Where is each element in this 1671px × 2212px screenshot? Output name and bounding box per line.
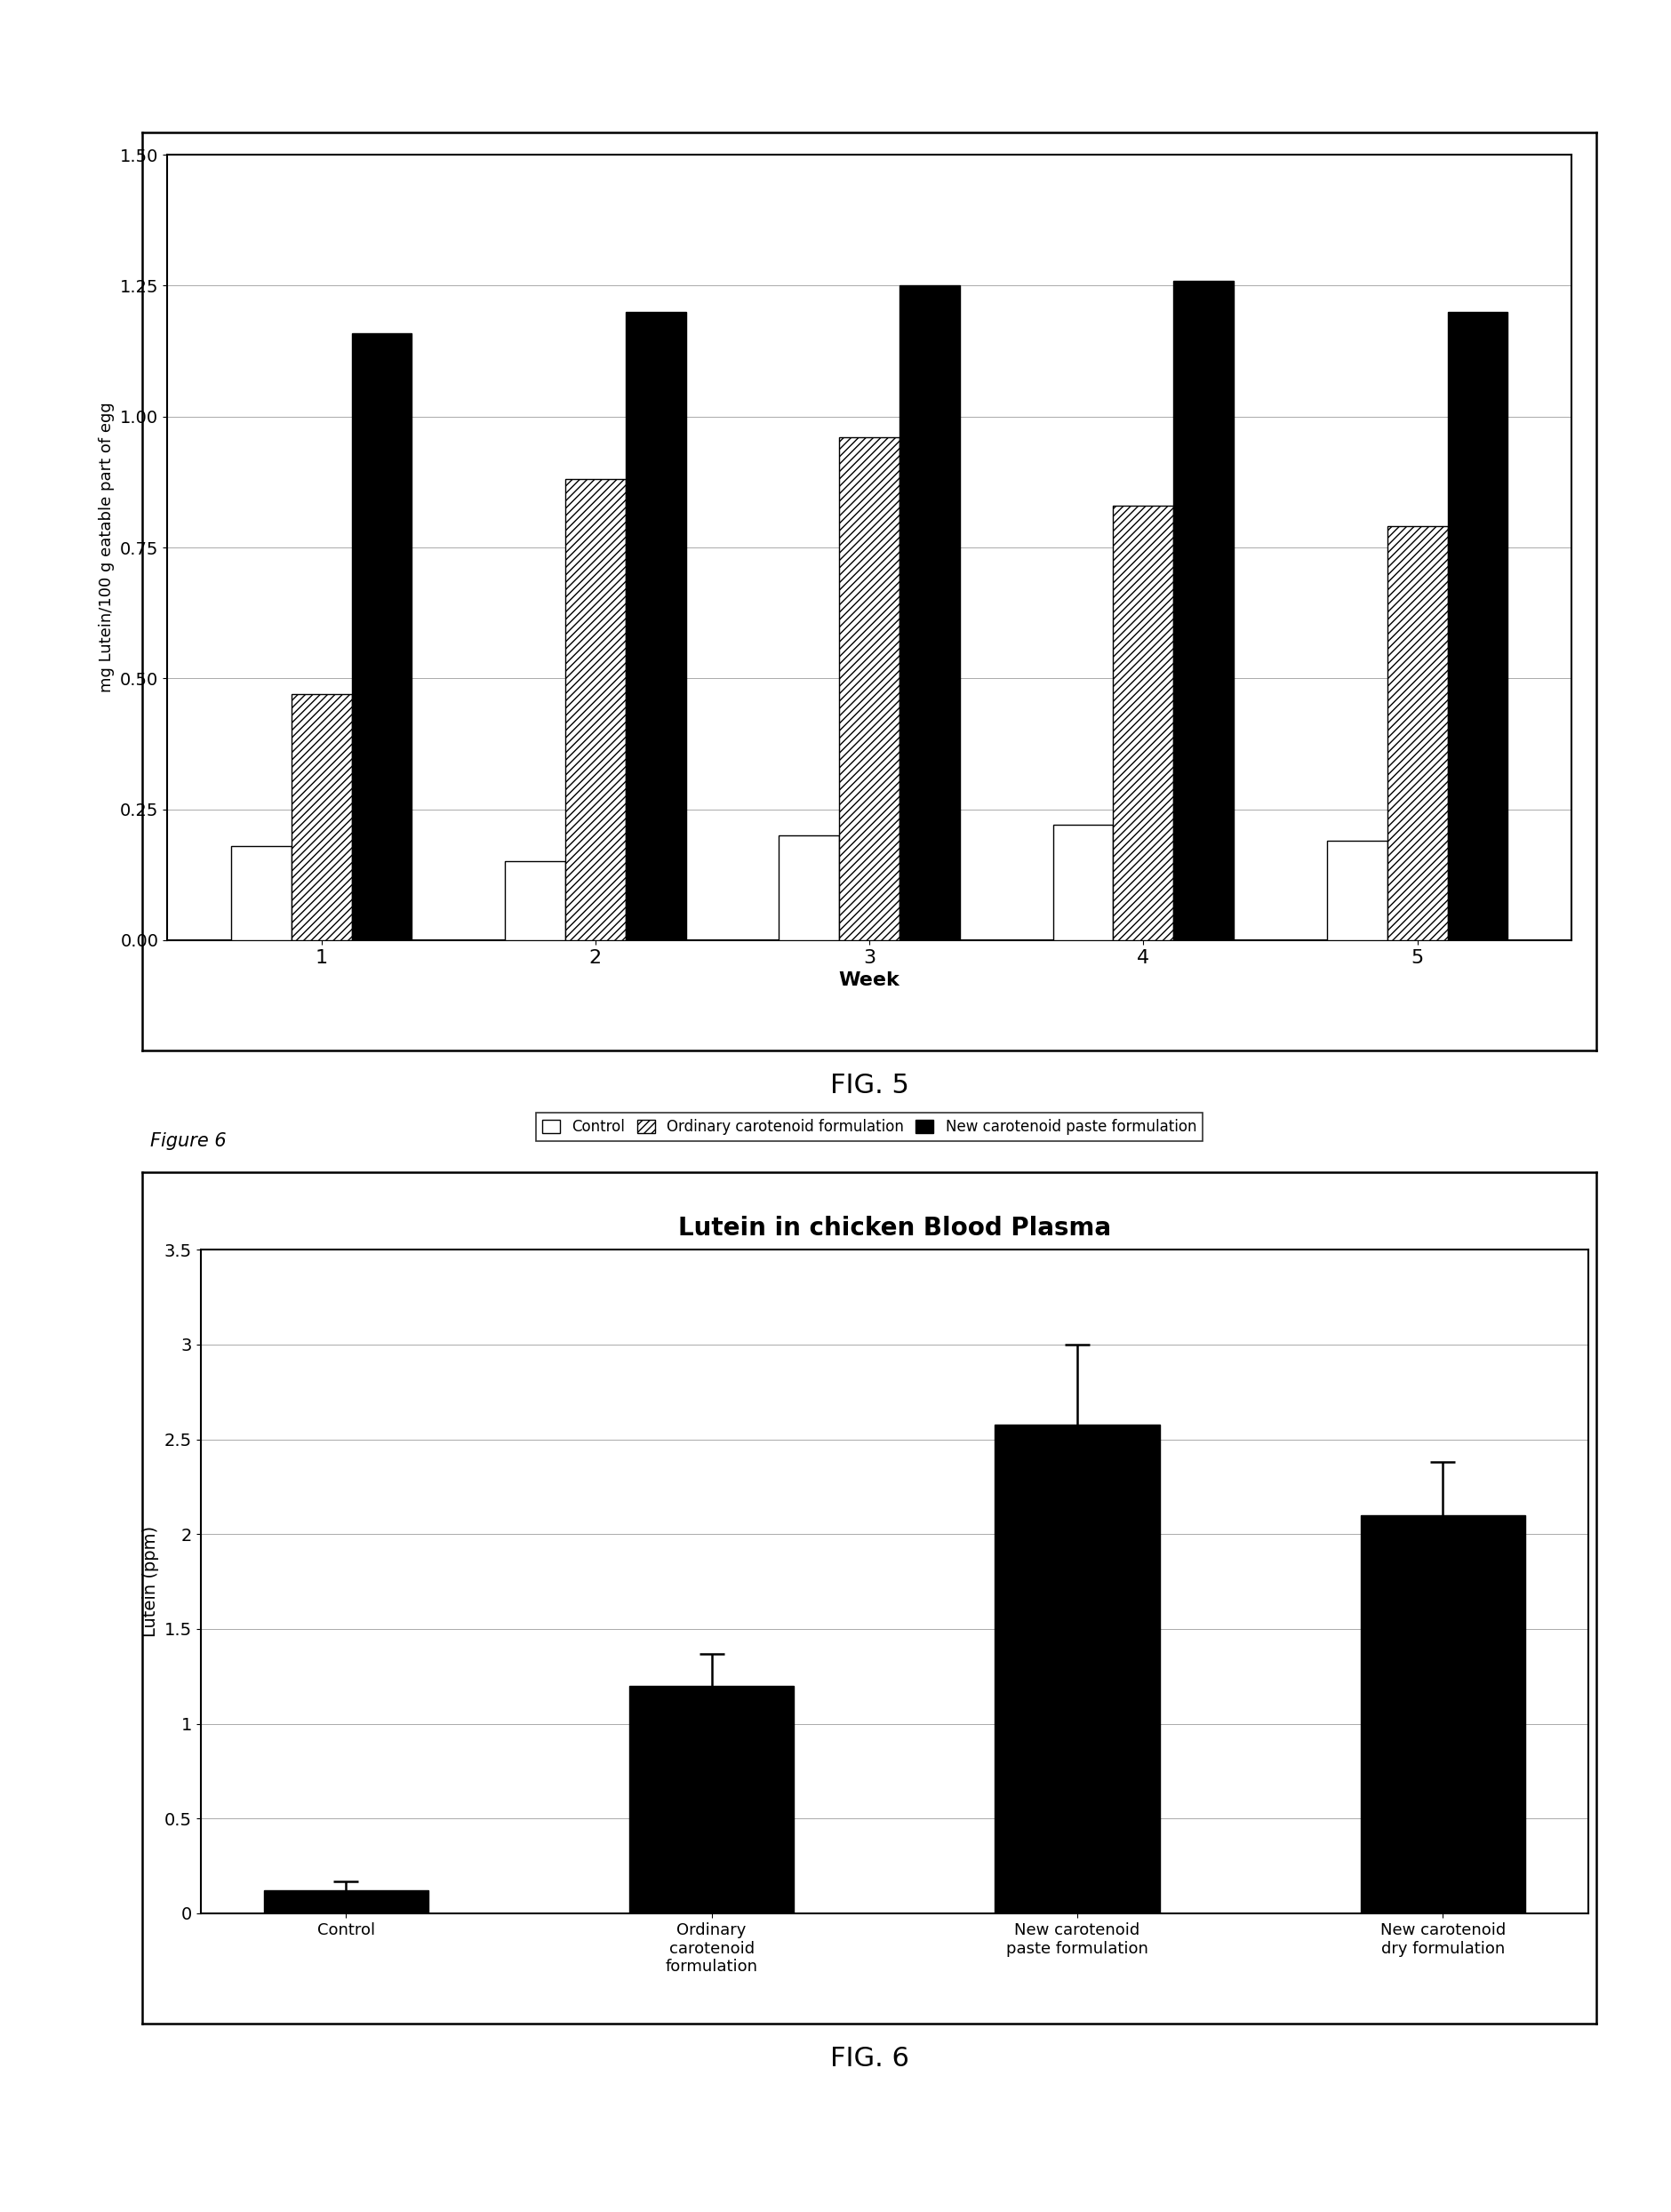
Bar — [839, 438, 899, 940]
Bar — [291, 695, 351, 940]
Bar — [1173, 281, 1233, 940]
Bar — [1387, 526, 1447, 940]
Text: FIG. 6: FIG. 6 — [829, 2046, 909, 2073]
Bar — [628, 1686, 794, 1913]
Text: Figure 6: Figure 6 — [150, 1133, 227, 1150]
Text: FIG. 5: FIG. 5 — [829, 1073, 909, 1099]
Bar — [505, 863, 565, 940]
Bar — [1053, 825, 1113, 940]
Bar — [264, 1891, 428, 1913]
Legend: Control, Ordinary carotenoid formulation, New carotenoid paste formulation: Control, Ordinary carotenoid formulation… — [536, 1113, 1201, 1141]
Title: Lutein in chicken Blood Plasma: Lutein in chicken Blood Plasma — [678, 1214, 1110, 1241]
Bar — [994, 1425, 1160, 1913]
Bar — [565, 480, 625, 940]
Bar — [625, 312, 685, 940]
Bar — [1360, 1515, 1524, 1913]
X-axis label: Week: Week — [839, 971, 899, 989]
Bar — [1327, 841, 1387, 940]
Bar — [1447, 312, 1507, 940]
Bar — [351, 332, 411, 940]
Bar — [779, 836, 839, 940]
Bar — [1113, 507, 1173, 940]
Y-axis label: Lutein (ppm): Lutein (ppm) — [142, 1526, 159, 1637]
Y-axis label: mg Lutein/100 g eatable part of egg: mg Lutein/100 g eatable part of egg — [99, 403, 115, 692]
Bar — [231, 845, 291, 940]
Bar — [899, 285, 959, 940]
